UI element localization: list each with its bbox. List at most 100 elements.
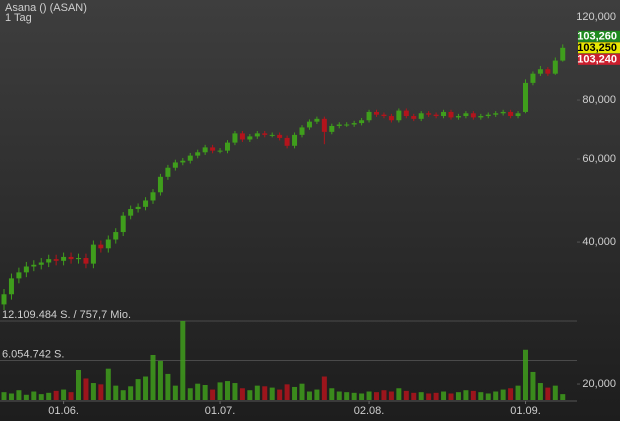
- price-marker: [578, 53, 620, 65]
- candle-body: [314, 118, 320, 122]
- volume-bar: [470, 390, 476, 400]
- candle-body: [508, 111, 514, 117]
- candle-body: [210, 147, 216, 151]
- candle-body: [165, 167, 171, 177]
- candle-body: [135, 206, 141, 210]
- candle-body: [46, 259, 52, 263]
- volume-bar: [560, 394, 566, 400]
- volume-bar: [1, 392, 7, 400]
- candle-body: [8, 278, 14, 295]
- volume-bar: [165, 373, 171, 400]
- volume-bar: [172, 385, 178, 400]
- volume-bar: [329, 388, 335, 400]
- candle-body: [187, 155, 193, 161]
- volume-bar: [262, 386, 268, 400]
- volume-bar: [38, 394, 44, 400]
- candle-body: [351, 123, 357, 125]
- candle-body: [329, 125, 335, 132]
- x-tick-label: 01.06.: [48, 405, 79, 417]
- candle-body: [418, 113, 424, 119]
- volume-bar: [143, 376, 149, 400]
- volume-tick-label: 12.109.484 S. / 757,7 Mio.: [2, 309, 131, 321]
- volume-bar: [500, 389, 506, 400]
- volume-bar: [239, 388, 245, 400]
- candle-body: [560, 47, 566, 61]
- candle-body: [374, 111, 379, 115]
- volume-bar: [202, 384, 208, 400]
- candle-body: [493, 113, 499, 115]
- candle-body: [202, 147, 208, 153]
- volume-bar: [396, 388, 402, 400]
- volume-bar: [299, 383, 305, 400]
- volume-bar: [336, 391, 342, 400]
- volume-bar: [530, 371, 536, 400]
- candle-body: [441, 111, 447, 117]
- candle-body: [38, 262, 44, 265]
- volume-bar: [105, 368, 111, 400]
- candle-body: [284, 137, 290, 146]
- candle-body: [90, 244, 96, 264]
- candle-body: [403, 110, 409, 117]
- volume-bar: [46, 392, 52, 400]
- candle-body: [128, 209, 134, 216]
- volume-bar: [83, 378, 89, 400]
- candle-body: [321, 118, 327, 132]
- volume-bar: [53, 390, 59, 400]
- volume-bar: [523, 349, 528, 400]
- candle-body: [31, 264, 37, 267]
- candle-body: [306, 121, 312, 128]
- volume-bar: [426, 393, 432, 400]
- price-marker-label: 103,260: [577, 31, 617, 43]
- candle-body: [485, 114, 491, 117]
- volume-bar: [411, 392, 417, 400]
- volume-bar: [210, 389, 216, 400]
- candle-body: [120, 215, 126, 233]
- volume-bar: [120, 390, 126, 400]
- volume-bar: [441, 391, 447, 400]
- candle-body: [366, 111, 372, 121]
- candle-body: [180, 160, 186, 163]
- volume-bar: [485, 393, 491, 400]
- volume-bar: [388, 391, 394, 400]
- candle-body: [500, 111, 506, 114]
- candle-body: [381, 114, 387, 117]
- volume-bar: [403, 390, 409, 400]
- volume-bar: [8, 393, 14, 400]
- volume-bar: [455, 392, 461, 400]
- volume-bar: [31, 391, 37, 400]
- volume-bar: [98, 384, 104, 400]
- candle-body: [239, 133, 245, 140]
- candle-body: [523, 82, 528, 112]
- candle-body: [269, 134, 275, 136]
- candle-body: [545, 69, 551, 74]
- volume-bar: [545, 387, 551, 400]
- interval-label: 1 Tag: [5, 12, 32, 24]
- x-tick-label: 02.08.: [354, 405, 385, 417]
- candle-body: [195, 152, 201, 156]
- volume-bar: [68, 392, 74, 400]
- candle-body: [396, 110, 402, 121]
- price-marker: [578, 30, 620, 42]
- candle-body: [150, 192, 156, 201]
- volume-bar: [128, 386, 134, 400]
- candle-body: [336, 124, 342, 126]
- y-tick-label: 120,000: [576, 11, 616, 23]
- candle-body: [23, 266, 29, 273]
- volume-bar: [23, 394, 29, 400]
- candle-body: [262, 133, 268, 135]
- candle-body: [277, 134, 283, 138]
- volume-bar: [493, 391, 499, 400]
- candle-body: [388, 116, 394, 121]
- candle-body: [68, 256, 74, 260]
- candle-body: [448, 111, 454, 118]
- volume-bar: [448, 393, 454, 400]
- candle-body: [478, 116, 484, 118]
- candle-body: [225, 142, 230, 151]
- volume-bar: [292, 386, 298, 400]
- candle-body: [470, 113, 476, 118]
- volume-bar: [61, 389, 67, 400]
- candle-body: [217, 150, 223, 152]
- volume-bar: [225, 381, 230, 400]
